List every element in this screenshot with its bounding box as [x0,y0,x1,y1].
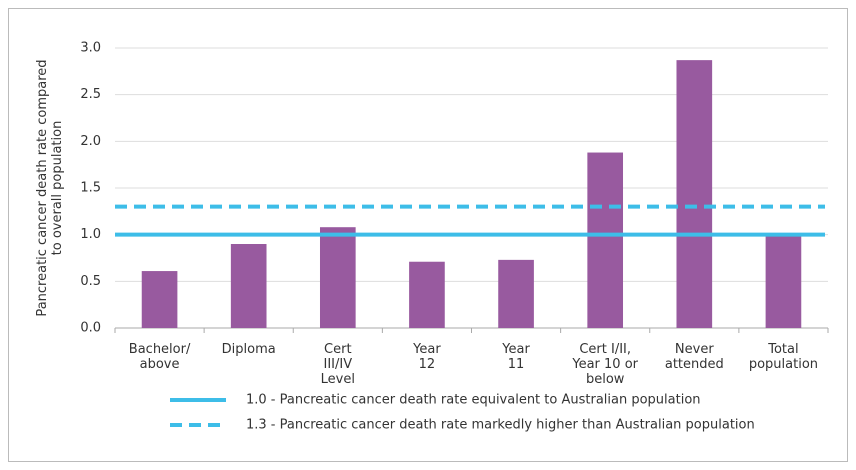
y-axis-title: Pancreatic cancer death rate compared to… [35,59,65,317]
y-tick-label: 2.5 [80,87,101,102]
bar [765,234,802,328]
y-tick-label: 0.0 [80,321,101,336]
bar [230,244,267,328]
y-tick-label: 2.0 [80,134,101,149]
x-tick-label: Total population [748,342,819,372]
bar [676,60,713,329]
x-tick-label: Year 11 [502,342,530,372]
y-tick-label: 0.5 [80,274,101,289]
chart-border [8,8,848,462]
y-tick-label: 1.0 [80,227,101,242]
x-tick-label: Year 12 [413,342,441,372]
legend-label: 1.0 - Pancreatic cancer death rate equiv… [246,393,701,408]
bar [498,259,534,328]
bar [141,271,178,328]
x-tick-label: Cert I/II, Year 10 or below [572,342,638,387]
bar [587,152,624,328]
legend-label: 1.3 - Pancreatic cancer death rate marke… [246,418,755,433]
y-tick-label: 3.0 [80,41,101,56]
bar [409,261,445,328]
x-tick-label: Bachelor/ above [128,342,191,372]
bar [319,227,356,328]
x-tick-label: Never attended [664,342,724,372]
x-tick-label: Diploma [221,342,276,357]
y-tick-label: 1.5 [80,181,101,196]
x-tick-label: Cert III/IV Level [320,342,355,387]
